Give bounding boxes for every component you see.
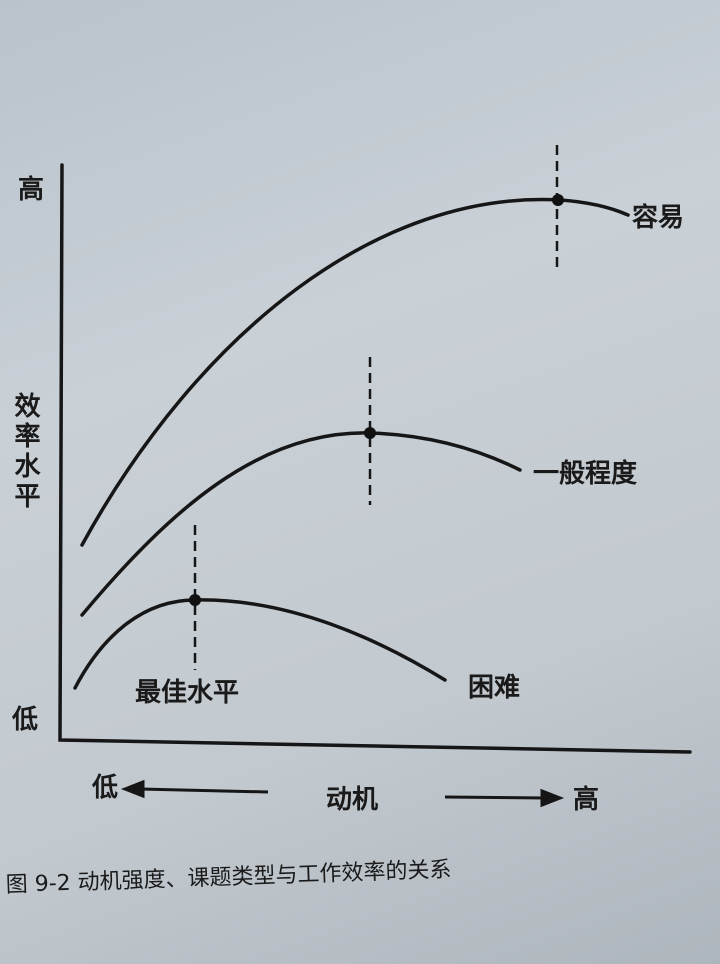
caption: 图 9-2 动机强度、课题类型与工作效率的关系 — [5, 857, 452, 898]
x-low: 低 — [91, 773, 118, 803]
y-label: 效率水平 — [10, 392, 40, 512]
arrow-right — [444, 795, 546, 800]
curve-label: 容易 — [632, 202, 684, 233]
y-high: 高 — [18, 174, 44, 205]
x-label: 动机 — [326, 785, 378, 815]
axes — [58, 163, 692, 754]
curve-label: 一般程度 — [533, 458, 637, 489]
curve-moderate — [80, 431, 522, 617]
arrow-head — [540, 788, 565, 808]
y-low: 低 — [11, 705, 38, 735]
curve-label: 困难 — [468, 673, 520, 703]
optimum-dot — [364, 427, 376, 439]
curve-hard — [73, 598, 447, 690]
arrow-head — [120, 779, 145, 799]
arrow-left — [139, 787, 269, 794]
optimum-dot — [189, 594, 201, 606]
x-high: 高 — [573, 784, 599, 815]
optimum-label: 最佳水平 — [135, 678, 239, 708]
optimum-dot — [552, 194, 564, 206]
curve-easy — [80, 197, 630, 547]
